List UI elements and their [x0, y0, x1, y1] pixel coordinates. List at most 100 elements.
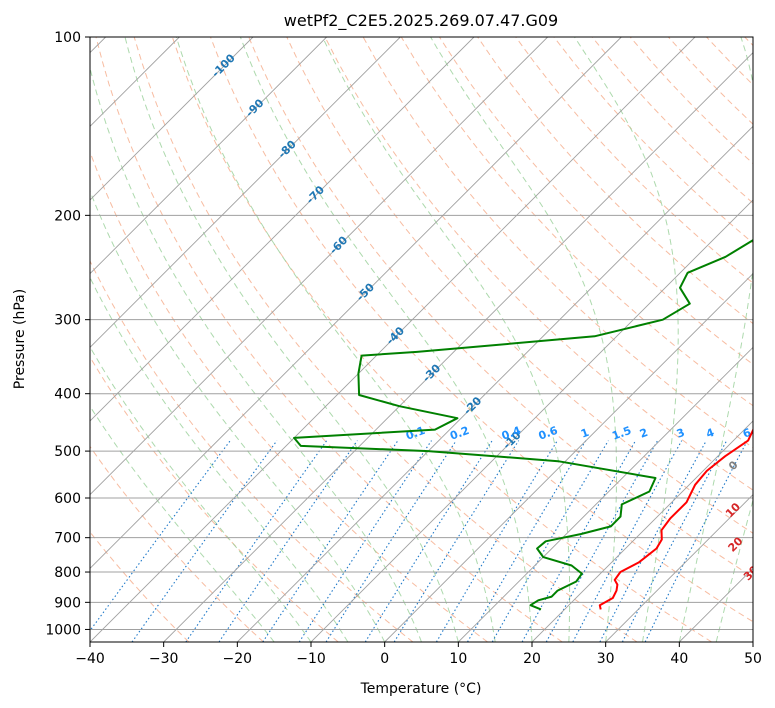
dry-adiabat-line	[133, 37, 638, 642]
y-tick-label: 900	[54, 595, 81, 611]
moist-adiabat-line	[90, 65, 422, 642]
dry-adiabat-line	[210, 37, 753, 623]
dewpoint-line	[293, 239, 753, 611]
dry-adiabat-line	[668, 37, 753, 125]
mixing-ratio-line	[644, 440, 748, 642]
plot-area: -100-90-80-70-60-50-40-30-20-10 0.1 0.2 0.…	[90, 37, 775, 642]
isotherm-label: -20	[461, 394, 484, 417]
isotherm-label: -70	[304, 183, 327, 206]
isobars	[90, 37, 753, 630]
moist-adiabat-line	[322, 37, 571, 642]
dry-adiabat-line	[90, 150, 488, 642]
mixing-ratio-line	[572, 440, 683, 642]
isotherm-line	[90, 37, 254, 201]
mixing-ratio-label: 1	[579, 426, 591, 441]
isotherm-label: -90	[243, 96, 266, 119]
temperature-line	[598, 427, 753, 610]
dry-adiabat-line	[515, 37, 753, 284]
y-tick-label: 600	[54, 491, 81, 507]
isotherm-label: -40	[384, 324, 407, 347]
dry-adiabat-line	[248, 37, 753, 578]
moist-adiabat-line	[715, 498, 753, 642]
dry-adiabat-line	[90, 259, 414, 642]
chart-title: wetPf2_C2E5.2025.269.07.47.G09	[284, 11, 558, 31]
y-tick-label: 800	[54, 565, 81, 581]
y-tick-label: 200	[54, 208, 81, 224]
mixing-ratio-label: 6	[741, 426, 753, 441]
mixing-ratio-labels: 0.10.20.40.611.52346810131620253036	[404, 424, 775, 443]
y-tick-label: 700	[54, 531, 81, 547]
mixing-ratio-line	[545, 440, 659, 642]
mixing-ratio-label: 0.4	[500, 424, 523, 443]
dry-adiabat-line	[90, 445, 264, 642]
mixing-ratio-line	[435, 440, 558, 642]
moist-adiabat-line	[90, 345, 312, 642]
mixing-ratio-label: 0.6	[537, 424, 560, 443]
y-axis: 100 200 300 400 500 600 700 800 900 1000	[45, 30, 90, 638]
x-tick-label: −10	[296, 651, 326, 667]
dry-adiabat-line	[324, 37, 753, 491]
mixing-ratio-line	[185, 440, 328, 642]
dry-adiabat-label: 40	[753, 592, 773, 612]
mixing-ratio-line	[218, 440, 358, 642]
mixing-ratio-label: 3	[675, 426, 687, 441]
mixing-ratio-line	[90, 440, 231, 632]
isotherm-label: -50	[354, 280, 377, 303]
x-tick-label: −20	[223, 651, 253, 667]
isotherm-line	[90, 37, 548, 496]
mixing-ratio-label: 0.2	[448, 424, 471, 443]
isotherm-line	[310, 199, 753, 642]
moist-adiabat-line	[90, 276, 349, 642]
x-tick-label: −30	[149, 651, 179, 667]
isotherm-line	[679, 567, 753, 642]
dry-adiabat-label: 30	[741, 563, 761, 583]
x-tick-label: 50	[744, 651, 762, 667]
isotherm-line	[237, 125, 753, 642]
moist-adiabat-line	[90, 189, 386, 642]
mixing-ratio-label: 0.1	[404, 424, 427, 443]
y-tick-label: 500	[54, 444, 81, 460]
plot-frame	[89, 36, 754, 643]
isotherm-line	[752, 641, 753, 642]
isotherm-label: -80	[276, 138, 299, 161]
mixing-ratio-line	[131, 440, 278, 642]
y-tick-label: 1000	[45, 622, 81, 638]
x-tick-label: 40	[670, 651, 688, 667]
dry-adiabat-line	[90, 356, 339, 642]
y-axis-label: Pressure (hPa)	[12, 289, 28, 389]
x-tick-label: 30	[597, 651, 615, 667]
mixing-ratio-label: 1.5	[610, 424, 633, 443]
isotherm-line	[90, 37, 401, 348]
isotherm-line	[458, 346, 753, 642]
y-tick-label: 300	[54, 313, 81, 329]
isotherm-line	[90, 37, 327, 275]
x-axis: −40 −30 −20 −10 0 10 20 30 40 50	[75, 642, 762, 667]
mixing-ratio-line	[298, 440, 432, 642]
isotherm-line	[90, 37, 696, 642]
dry-adiabat-line	[95, 37, 563, 642]
mixing-ratio-label: 4	[704, 426, 716, 441]
isotherm-label: -100	[209, 51, 238, 80]
moist-adiabat-line	[175, 37, 496, 642]
dry-adiabat-line	[286, 37, 753, 534]
y-tick-label: 400	[54, 387, 81, 403]
moist-adiabat-line	[574, 37, 679, 642]
x-tick-label: 0	[380, 651, 389, 667]
dry-adiabat-line	[706, 37, 753, 86]
y-tick-label: 100	[54, 30, 81, 46]
isotherm-line	[163, 52, 753, 642]
dry-adiabat-line	[171, 37, 712, 642]
x-tick-label: 10	[449, 651, 467, 667]
mixing-ratio-line	[621, 440, 728, 642]
mixing-ratio-line	[393, 440, 520, 642]
moist-adiabat-line	[239, 37, 533, 642]
mixing-ratio-line	[467, 440, 587, 642]
moist-adiabat-line	[124, 37, 459, 642]
moist-adiabat-line	[90, 405, 275, 642]
isotherm-line	[384, 273, 753, 642]
mixing-ratio-line	[521, 440, 637, 642]
x-tick-label: 20	[523, 651, 541, 667]
mixing-ratio-label: 8	[763, 426, 775, 441]
